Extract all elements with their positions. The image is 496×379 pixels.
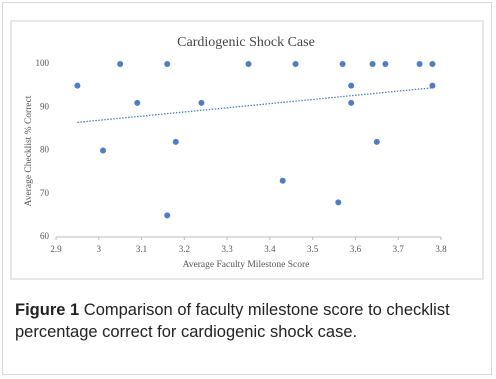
point	[74, 82, 81, 89]
point	[164, 212, 171, 219]
y-tick-label: 60	[40, 231, 50, 241]
x-tick-label: 3.5	[307, 244, 319, 254]
x-tick-label: 3.4	[264, 244, 276, 254]
chart-title: Cardiogenic Shock Case	[177, 35, 315, 50]
point	[416, 61, 423, 67]
chart: Cardiogenic Shock Case Average Faculty M…	[10, 20, 484, 280]
caption: Figure 1 Comparison of faculty milestone…	[15, 299, 485, 343]
x-tick-label: 3.2	[179, 244, 190, 254]
point	[245, 61, 252, 67]
point	[429, 61, 436, 67]
point	[339, 61, 346, 67]
caption-label: Figure 1	[15, 301, 80, 319]
trendline	[77, 87, 433, 124]
chart-frame	[10, 20, 484, 280]
x-tick-label: 3.1	[136, 244, 147, 254]
y-tick-label: 70	[40, 188, 50, 198]
point	[117, 61, 124, 67]
point	[348, 99, 355, 106]
x-tick-label: 3.3	[221, 244, 233, 254]
point	[172, 138, 179, 145]
x-tick-label: 3.7	[393, 244, 405, 254]
x-axis-label: Average Faculty Milestone Score	[183, 260, 310, 270]
figure: Cardiogenic Shock Case Average Faculty M…	[2, 2, 492, 375]
x-tick-label: 3	[97, 244, 102, 254]
point	[100, 147, 107, 154]
y-tick-label: 100	[36, 58, 50, 68]
x-tick-label: 2.9	[50, 244, 62, 254]
point	[373, 138, 380, 145]
point	[348, 82, 355, 89]
point	[292, 61, 299, 67]
point	[382, 61, 389, 67]
x-tick-label: 3.8	[435, 244, 447, 254]
point	[198, 99, 205, 106]
y-axis-label: Average Checklist % Correct	[24, 95, 34, 206]
point	[369, 61, 376, 67]
point	[429, 82, 436, 89]
y-tick-label: 80	[40, 145, 50, 155]
x-tick-label: 3.6	[350, 244, 362, 254]
caption-text: Comparison of faculty milestone score to…	[15, 301, 450, 341]
point	[335, 199, 342, 206]
point	[279, 177, 286, 184]
point	[164, 61, 171, 67]
point	[134, 99, 141, 106]
y-tick-label: 90	[40, 101, 50, 111]
